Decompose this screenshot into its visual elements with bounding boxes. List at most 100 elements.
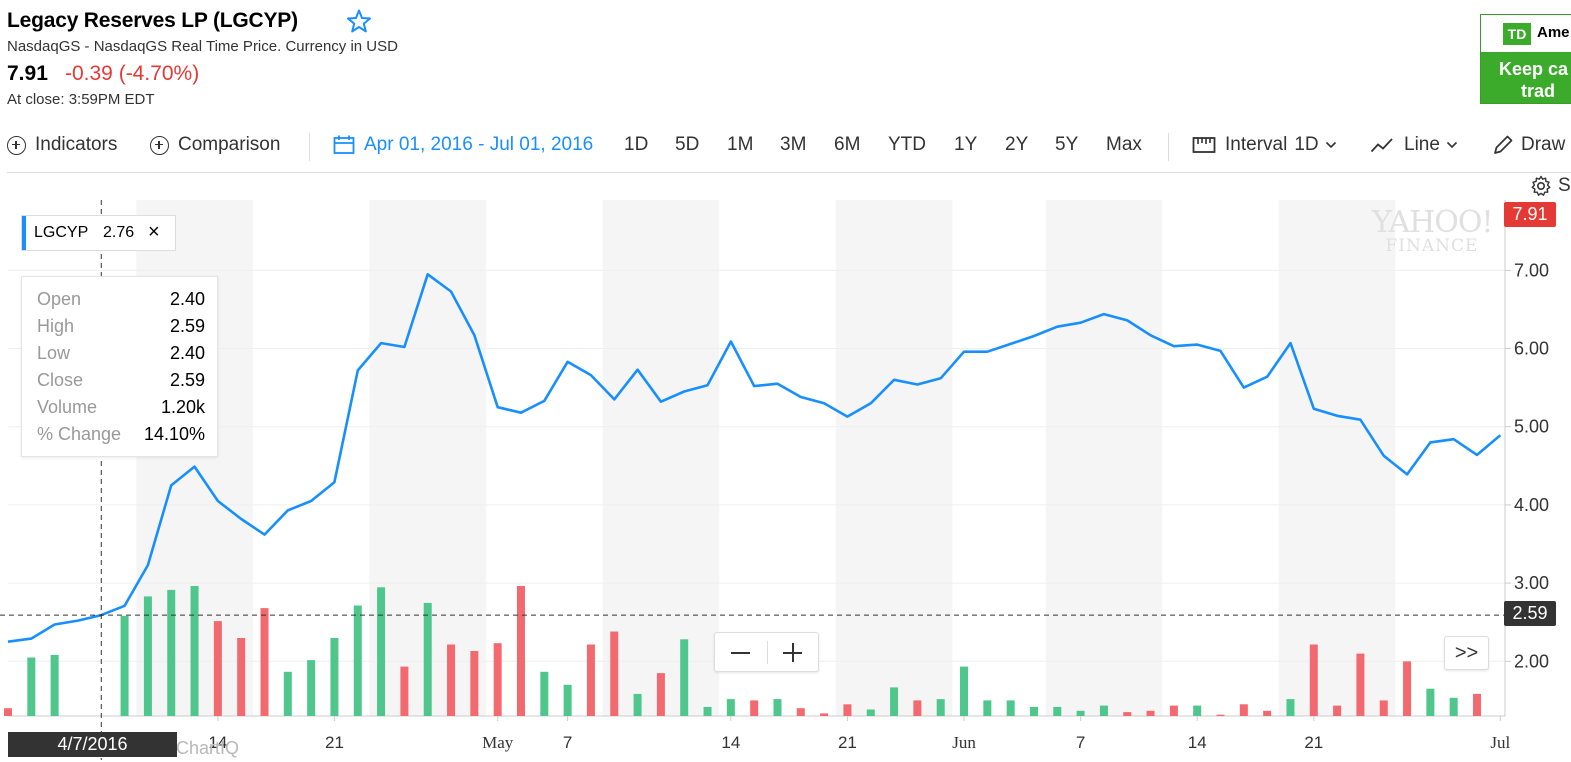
comparison-button[interactable]: Comparison xyxy=(150,134,280,156)
x-tick-label: 21 xyxy=(325,733,344,752)
volume-bar xyxy=(1263,710,1272,716)
zoom-in-button[interactable] xyxy=(768,633,820,671)
volume-bar xyxy=(260,608,269,716)
crosshair-date-tag: 4/7/2016 xyxy=(8,732,177,757)
volume-bar xyxy=(586,644,595,716)
add-circle-icon xyxy=(7,135,26,155)
volume-bar xyxy=(470,651,479,716)
interval-value: 1D xyxy=(1294,134,1319,155)
range-1m[interactable]: 1M xyxy=(727,134,754,155)
range-max[interactable]: Max xyxy=(1106,134,1142,155)
volume-bar xyxy=(1286,699,1295,716)
x-tick-label: Jun xyxy=(952,733,976,752)
series-color-swatch xyxy=(22,216,26,250)
chevron-down-icon xyxy=(1325,141,1336,149)
volume-bar xyxy=(1216,714,1225,716)
range-5d[interactable]: 5D xyxy=(675,134,700,155)
current-price-tag: 7.91 xyxy=(1504,202,1556,227)
volume-bar xyxy=(1053,706,1062,716)
remove-series-close-icon[interactable]: × xyxy=(148,221,160,243)
x-tick-label: 14 xyxy=(208,733,227,752)
volume-bar xyxy=(610,631,619,716)
x-tick-label: 7 xyxy=(1076,733,1085,752)
range-5y[interactable]: 5Y xyxy=(1055,134,1079,155)
volume-bar xyxy=(120,615,129,716)
range-1y[interactable]: 1Y xyxy=(954,134,978,155)
volume-bar xyxy=(1356,653,1365,716)
volume-bar xyxy=(283,671,292,716)
interval-label: Interval xyxy=(1225,134,1288,155)
toolbar-bottom-border xyxy=(7,172,1571,173)
tooltip-row-low: Low 2.40 xyxy=(37,343,205,363)
volume-bar xyxy=(960,666,969,716)
week-shading-band xyxy=(835,200,953,716)
volume-bar xyxy=(4,708,12,716)
chartiq-credit: ChartIQ xyxy=(176,738,240,758)
watermark-line-1: YAHOO! xyxy=(1372,205,1494,240)
volume-bar xyxy=(913,700,922,716)
y-tick-label: 5.00 xyxy=(1514,417,1549,437)
chart-type-label: Line xyxy=(1404,134,1440,155)
indicators-button[interactable]: Indicators xyxy=(7,134,117,156)
volume-bar xyxy=(353,605,362,716)
watchlist-star-icon[interactable] xyxy=(346,8,372,34)
close-time: At close: 3:59PM EDT xyxy=(7,91,155,108)
y-tick-label: 2.00 xyxy=(1514,651,1549,671)
volume-bar xyxy=(843,704,852,716)
comparison-label: Comparison xyxy=(178,134,281,155)
volume-bar xyxy=(866,709,875,716)
zoom-divider xyxy=(767,641,768,664)
volume-bar xyxy=(516,586,525,716)
date-range-button[interactable]: Apr 01, 2016 - Jul 01, 2016 xyxy=(333,134,593,156)
range-6m[interactable]: 6M xyxy=(834,134,861,155)
indicators-label: Indicators xyxy=(35,134,118,155)
date-range-label: Apr 01, 2016 - Jul 01, 2016 xyxy=(364,134,594,155)
current-price: 7.91 xyxy=(7,62,48,85)
gear-icon xyxy=(1531,175,1551,196)
volume-bar xyxy=(237,638,246,716)
range-ytd[interactable]: YTD xyxy=(888,134,926,155)
x-tick-label: 14 xyxy=(1188,733,1207,752)
series-value: 2.76 xyxy=(103,224,135,241)
volume-bar xyxy=(656,673,665,716)
volume-bar xyxy=(983,700,992,716)
chart-toolbar: Indicators Comparison Apr 01, 2016 - Jul… xyxy=(0,131,1571,165)
range-2y[interactable]: 2Y xyxy=(1005,134,1029,155)
range-3m[interactable]: 3M xyxy=(780,134,807,155)
tooltip-row-change: % Change 14.10% xyxy=(37,424,205,444)
volume-bar xyxy=(1029,706,1038,716)
chart-type-dropdown[interactable]: Line xyxy=(1370,134,1458,156)
add-circle-icon xyxy=(150,135,169,155)
volume-bar xyxy=(493,643,502,716)
week-shading-band xyxy=(602,200,720,716)
draw-button[interactable]: Draw xyxy=(1492,134,1565,156)
volume-bar xyxy=(143,596,152,716)
toolbar-divider xyxy=(309,133,310,161)
volume-bar xyxy=(447,644,456,716)
range-1d[interactable]: 1D xyxy=(624,134,649,155)
calendar-icon xyxy=(333,135,355,154)
volume-bar xyxy=(213,621,222,716)
volume-bar xyxy=(1193,705,1202,716)
volume-bar xyxy=(633,693,642,716)
volume-bar xyxy=(1076,710,1085,716)
draw-label: Draw xyxy=(1521,134,1566,155)
advertisement[interactable]: TD Ame Keep ca trad xyxy=(1480,14,1571,104)
scroll-to-latest-button[interactable]: >> xyxy=(1444,636,1489,670)
volume-bar xyxy=(936,699,945,716)
zoom-out-button[interactable] xyxy=(715,633,767,671)
settings-button[interactable]: S xyxy=(1530,175,1571,197)
volume-bar xyxy=(563,684,572,716)
volume-bar xyxy=(1449,697,1458,716)
volume-bar xyxy=(1099,705,1108,716)
volume-bar xyxy=(1473,693,1482,716)
line-chart-icon xyxy=(1370,138,1393,153)
tooltip-row-open: Open 2.40 xyxy=(37,289,205,309)
x-tick-label: 14 xyxy=(721,733,740,752)
x-tick-label: Jul xyxy=(1490,733,1510,752)
price-line-series xyxy=(7,272,1502,643)
yahoo-finance-watermark: YAHOO! FINANCE xyxy=(1372,205,1494,256)
interval-dropdown[interactable]: Interval 1D xyxy=(1192,134,1337,156)
tooltip-row-close: Close 2.59 xyxy=(37,370,205,390)
volume-bar xyxy=(167,589,176,716)
